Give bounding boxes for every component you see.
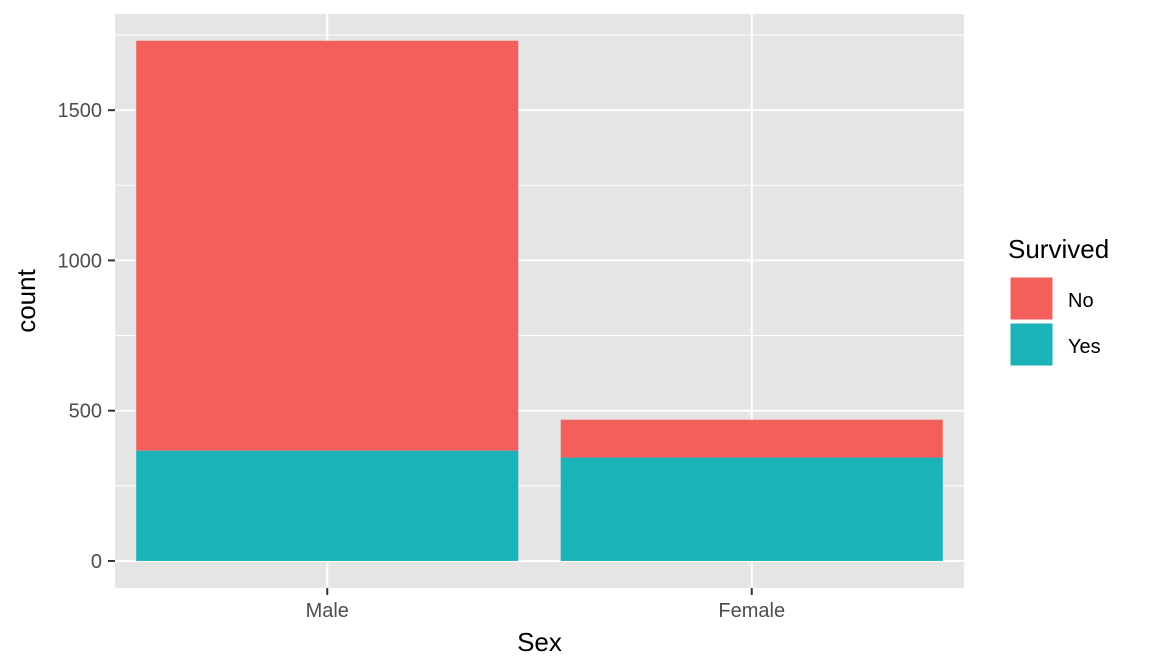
y-tick-label: 0 [91,551,102,573]
bar-no-male [136,40,519,451]
legend-label-yes: Yes [1068,336,1101,358]
y-axis-title: count [11,268,41,332]
legend: Survived No Yes [1008,234,1109,367]
y-tick-label: 500 [69,401,102,423]
bars [136,40,943,561]
x-tick-label: Male [306,600,349,622]
bar-yes-female [560,457,943,561]
x-axis: Male Female [306,588,785,622]
y-tick-label: 1000 [58,250,103,272]
x-axis-title: Sex [517,627,562,657]
y-tick-label: 1500 [58,100,103,122]
bar-yes-male [136,450,519,561]
legend-label-no: No [1068,290,1094,312]
legend-title: Survived [1008,234,1109,264]
legend-key-no [1009,276,1054,321]
x-tick-label: Female [718,600,785,622]
legend-key-yes [1009,322,1054,367]
y-axis: 0 500 1000 1500 [58,100,115,573]
bar-no-female [560,419,943,458]
